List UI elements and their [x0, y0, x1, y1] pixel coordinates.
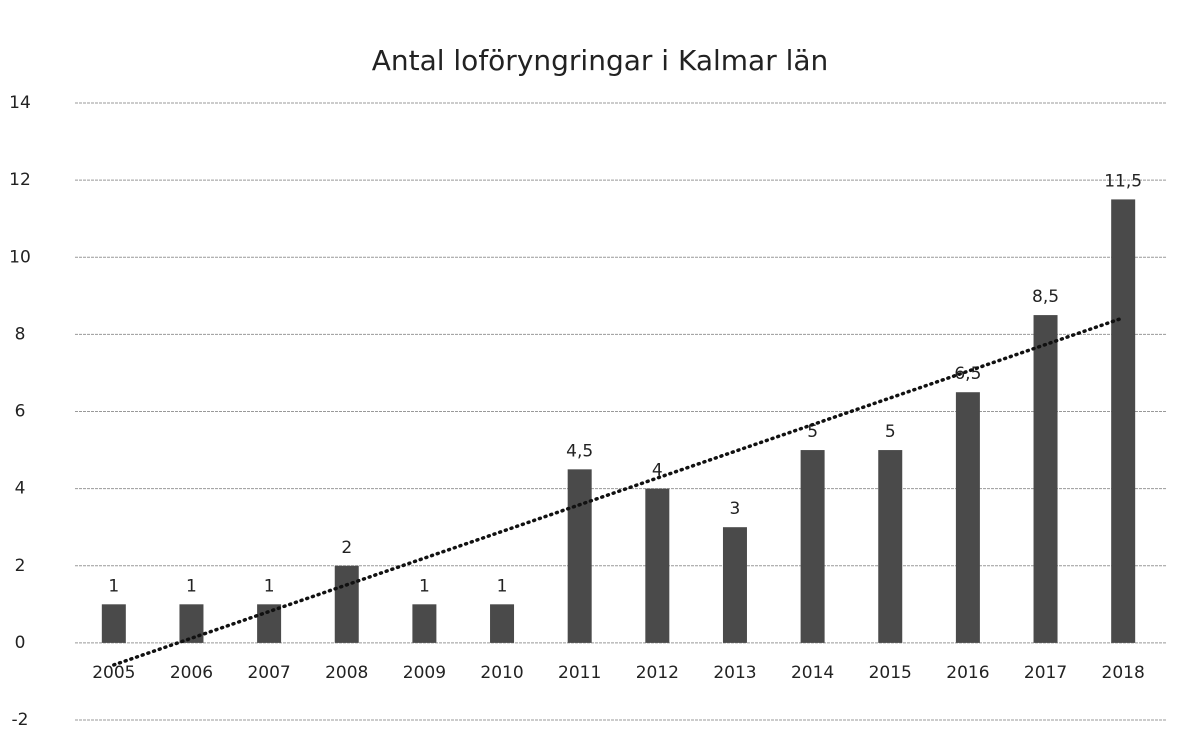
bar [722, 527, 747, 643]
y-tick-label: 2 [15, 556, 26, 576]
bar [567, 469, 592, 643]
y-tick-label: 12 [9, 170, 31, 190]
x-tick-label: 2008 [325, 663, 368, 683]
x-tick-label: 2006 [170, 663, 213, 683]
bar [334, 565, 359, 643]
bar [490, 604, 515, 643]
bar [955, 392, 980, 643]
bar [101, 604, 126, 643]
x-tick-label: 2009 [403, 663, 446, 683]
y-tick-label: 10 [9, 247, 31, 267]
chart-title: Antal loföryngringar i Kalmar län [372, 44, 829, 77]
data-label: 4,5 [566, 441, 593, 461]
data-label: 3 [730, 499, 741, 519]
data-label: 1 [419, 576, 430, 596]
data-label: 5 [885, 422, 896, 442]
bar [1033, 315, 1058, 643]
y-tick-label: 8 [15, 324, 26, 344]
data-label: 6,5 [954, 364, 981, 384]
y-tick-label: 14 [9, 93, 31, 113]
y-tick-label: 0 [15, 633, 26, 653]
trendline [112, 316, 1125, 667]
data-label: 1 [264, 576, 275, 596]
data-label: 4 [652, 461, 663, 481]
x-tick-label: 2007 [247, 663, 290, 683]
bar [1111, 199, 1136, 643]
bar [257, 604, 282, 643]
y-tick-label: 4 [15, 479, 26, 499]
x-tick-label: 2011 [558, 663, 601, 683]
data-label: 11,5 [1104, 171, 1142, 191]
bar [412, 604, 437, 643]
x-tick-label: 2017 [1024, 663, 1067, 683]
data-label: 1 [497, 576, 508, 596]
y-tick-label: -2 [12, 710, 29, 730]
bar [800, 450, 825, 643]
bar [878, 450, 903, 643]
data-label: 2 [341, 538, 352, 558]
x-tick-label: 2014 [791, 663, 834, 683]
x-tick-label: 2016 [946, 663, 989, 683]
x-tick-label: 2012 [636, 663, 679, 683]
y-tick-label: 6 [15, 402, 26, 422]
data-label: 5 [807, 422, 818, 442]
x-tick-label: 2013 [713, 663, 756, 683]
x-tick-label: 2005 [92, 663, 135, 683]
data-label: 8,5 [1032, 287, 1059, 307]
x-tick-label: 2018 [1102, 663, 1145, 683]
x-tick-label: 2015 [869, 663, 912, 683]
data-label: 1 [108, 576, 119, 596]
bar [645, 488, 670, 643]
x-tick-label: 2010 [480, 663, 523, 683]
data-label: 1 [186, 576, 197, 596]
